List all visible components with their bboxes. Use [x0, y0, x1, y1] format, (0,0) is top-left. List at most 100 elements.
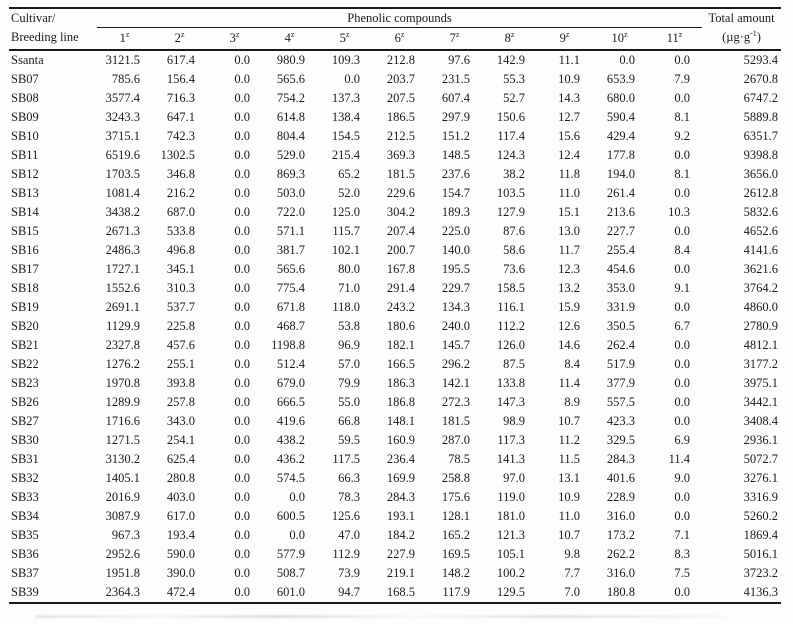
compound-value-cell: 47.0 — [338, 528, 360, 542]
compound-value-cell: 129.5 — [496, 585, 525, 599]
total-value-cell: 2670.8 — [743, 72, 779, 86]
footnote-marker: z — [180, 29, 185, 39]
compound-value-cell: 0.0 — [234, 585, 250, 599]
compound-value-cell: 66.8 — [338, 414, 360, 428]
compound-value-cell: 3121.5 — [105, 53, 140, 67]
compound-value-cell: 126.0 — [496, 338, 525, 352]
compound-value-cell: 87.5 — [503, 357, 525, 371]
compound-value-cell: 0.0 — [344, 72, 360, 86]
compound-value-cell: 687.0 — [166, 205, 195, 219]
compound-value-cell: 296.2 — [441, 357, 470, 371]
compound-value-cell: 1198.8 — [271, 338, 305, 352]
compound-value-cell: 73.6 — [503, 262, 525, 276]
compound-value-cell: 8.4 — [564, 357, 580, 371]
compound-value-cell: 212.8 — [386, 53, 415, 67]
compound-value-cell: 167.8 — [386, 262, 415, 276]
compound-value-cell: 529.0 — [276, 148, 305, 162]
compound-value-cell: 0.0 — [674, 395, 691, 409]
compound-value-cell: 127.9 — [496, 205, 525, 219]
footnote-marker: z — [400, 29, 405, 39]
compound-column-header-2: 2z — [152, 27, 207, 51]
compound-value-cell: 438.2 — [276, 433, 305, 447]
total-unit-prefix: (µg·g — [722, 30, 751, 44]
compound-value-cell: 115.7 — [332, 224, 360, 238]
compound-value-cell: 133.8 — [496, 376, 525, 390]
footnote-marker: z — [623, 29, 628, 39]
total-value-cell: 5889.8 — [743, 110, 779, 124]
compound-value-cell: 2486.3 — [105, 243, 140, 257]
total-value-cell: 2936.1 — [743, 433, 779, 447]
compound-value-cell: 7.7 — [564, 566, 580, 580]
compound-value-cell: 590.0 — [166, 547, 195, 561]
total-value-cell: 3621.6 — [743, 262, 779, 276]
table-row: SB35 967.3 193.4 0.0 0.0 47.0 184.2 165.2 121.3 1… — [9, 526, 781, 545]
table-row: SB08 3577.4 716.3 0.0 754.2 137.3 207.5 607.4 52… — [9, 89, 781, 108]
table-row: SB13 1081.4 216.2 0.0 503.0 52.0 229.6 154.7 103… — [9, 184, 781, 203]
compound-value-cell: 148.5 — [441, 148, 470, 162]
footnote-marker: z — [290, 29, 295, 39]
compound-column-header-1: 1z — [97, 27, 152, 51]
compound-value-cell: 173.2 — [606, 528, 635, 542]
compound-value-cell: 225.8 — [166, 319, 195, 333]
compound-value-cell: 429.4 — [606, 129, 635, 143]
compound-value-cell: 0.0 — [289, 490, 305, 504]
compound-value-cell: 13.0 — [558, 224, 580, 238]
footnote-marker: z — [125, 29, 130, 39]
compound-value-cell: 503.0 — [276, 186, 305, 200]
compound-value-cell: 1081.4 — [105, 186, 140, 200]
compound-value-cell: 1552.6 — [105, 281, 140, 295]
compound-value-cell: 0.0 — [674, 376, 691, 390]
compound-value-cell: 71.0 — [338, 281, 360, 295]
cultivar-cell: SB30 — [11, 433, 39, 447]
compound-value-cell: 2691.1 — [105, 300, 140, 314]
compound-value-cell: 0.0 — [234, 471, 250, 485]
compound-value-cell: 671.8 — [276, 300, 305, 314]
compound-value-cell: 647.1 — [166, 110, 195, 124]
compound-value-cell: 109.3 — [331, 53, 360, 67]
table-row: SB30 1271.5 254.1 0.0 438.2 59.5 160.9 287.0 117… — [9, 431, 781, 450]
cultivar-cell: SB22 — [11, 357, 39, 371]
cultivar-cell: SB09 — [11, 110, 39, 124]
compound-value-cell: 7.0 — [564, 585, 580, 599]
compound-number: 3 — [229, 31, 236, 45]
compound-value-cell: 0.0 — [674, 357, 691, 371]
compound-value-cell: 57.0 — [338, 357, 360, 371]
compound-value-cell: 0.0 — [234, 224, 250, 238]
compound-column-header-3: 3z — [207, 27, 262, 51]
compound-value-cell: 0.0 — [674, 300, 691, 314]
compound-value-cell: 9.2 — [674, 129, 691, 143]
compound-value-cell: 212.5 — [386, 129, 415, 143]
compound-value-cell: 2671.3 — [105, 224, 140, 238]
compound-value-cell: 8.9 — [564, 395, 580, 409]
compound-value-cell: 436.2 — [276, 452, 305, 466]
compound-value-cell: 15.1 — [558, 205, 580, 219]
compound-value-cell: 193.1 — [386, 509, 415, 523]
compound-value-cell: 1129.9 — [106, 319, 140, 333]
cultivar-cell: SB19 — [11, 300, 39, 314]
total-unit-suffix: ) — [756, 30, 761, 44]
total-value-cell: 3764.2 — [743, 281, 779, 295]
footnote-marker: z — [678, 29, 683, 39]
compound-value-cell: 9.1 — [674, 281, 691, 295]
compound-value-cell: 617.0 — [166, 509, 195, 523]
cultivar-cell: Ssanta — [11, 53, 44, 67]
compound-value-cell: 186.5 — [386, 110, 415, 124]
compound-value-cell: 168.5 — [386, 585, 415, 599]
compound-value-cell: 6519.6 — [105, 148, 140, 162]
compound-column-header-10: 10z — [592, 27, 647, 51]
compound-value-cell: 601.0 — [276, 585, 305, 599]
compound-value-cell: 207.4 — [386, 224, 415, 238]
compound-value-cell: 0.0 — [234, 91, 250, 105]
compound-value-cell: 165.2 — [441, 528, 470, 542]
compound-number: 4 — [284, 31, 291, 45]
compound-value-cell: 145.7 — [441, 338, 470, 352]
compound-value-cell: 679.0 — [276, 376, 305, 390]
compound-value-cell: 65.2 — [338, 167, 360, 181]
compound-value-cell: 227.7 — [606, 224, 635, 238]
compound-value-cell: 0.0 — [234, 205, 250, 219]
total-value-cell: 3177.2 — [743, 357, 779, 371]
compound-value-cell: 0.0 — [234, 243, 250, 257]
compound-value-cell: 243.2 — [386, 300, 415, 314]
compound-value-cell: 381.7 — [276, 243, 305, 257]
compound-value-cell: 304.2 — [386, 205, 415, 219]
